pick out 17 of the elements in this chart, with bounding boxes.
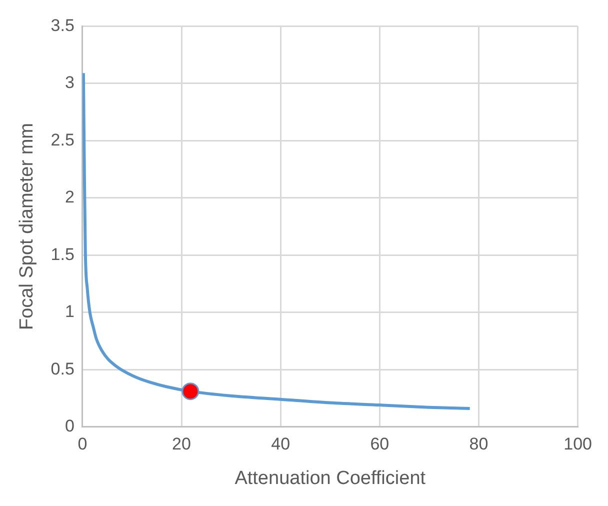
y-tick-label: 2.5 [50,130,74,150]
x-tick-label: 20 [172,434,191,454]
y-tick-label: 3.5 [50,16,74,35]
line-series [82,72,472,410]
x-tick-label: 60 [370,434,390,454]
y-axis-title: Focal Spot diameter mm [16,123,38,330]
y-tick-label: 1 [64,302,74,322]
y-tick-label: 2 [64,188,74,207]
y-tick-label: 0.5 [50,359,74,378]
x-axis-title: Attenuation Coefficient [234,468,426,489]
y-tick-label: 0 [64,416,74,436]
y-tick-label: 1.5 [50,244,74,264]
x-tick-label: 100 [564,434,592,454]
x-tick-label: 80 [469,434,488,454]
y-tick-label: 3 [64,73,74,92]
x-tick-label: 0 [78,434,88,454]
x-tick-label: 40 [271,434,290,454]
